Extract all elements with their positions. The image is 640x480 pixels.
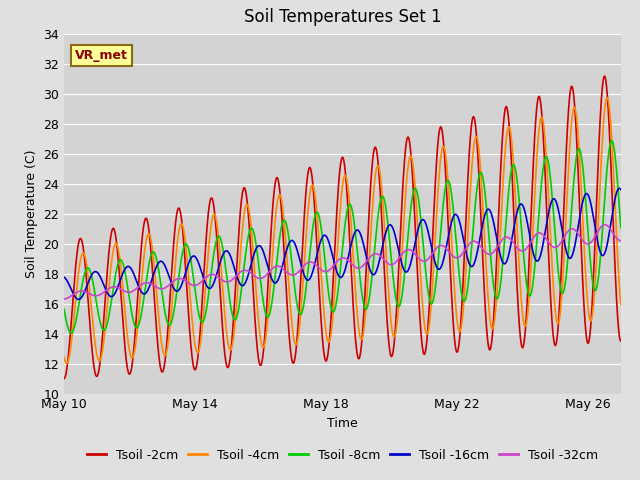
Legend: Tsoil -2cm, Tsoil -4cm, Tsoil -8cm, Tsoil -16cm, Tsoil -32cm: Tsoil -2cm, Tsoil -4cm, Tsoil -8cm, Tsoi… xyxy=(82,444,603,467)
Title: Soil Temperatures Set 1: Soil Temperatures Set 1 xyxy=(244,9,441,26)
X-axis label: Time: Time xyxy=(327,417,358,430)
Text: VR_met: VR_met xyxy=(75,49,128,62)
Y-axis label: Soil Temperature (C): Soil Temperature (C) xyxy=(25,149,38,278)
